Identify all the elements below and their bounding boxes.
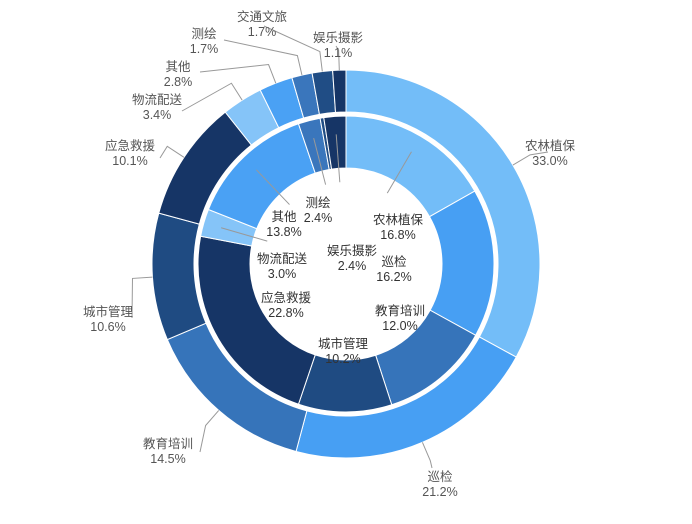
- inner-label-1: 农林植保 16.8%: [373, 212, 424, 242]
- inner-label-7: 其他 13.8%: [266, 210, 301, 239]
- outer-leader-2: [421, 442, 433, 469]
- inner-label-4: 城市管理 10.2%: [318, 336, 369, 366]
- inner-label-3: 教育培训 12.0%: [375, 303, 425, 333]
- leader-lines: [131, 25, 549, 469]
- inner-leader-10: [335, 134, 341, 183]
- inner-leader-8: [313, 137, 327, 185]
- outer-leader-6: [181, 82, 243, 112]
- outer-label-8: 测绘 1.7%: [190, 26, 219, 56]
- outer-label-3: 教育培训 14.5%: [143, 436, 193, 466]
- outer-leader-4: [131, 276, 153, 319]
- inner-leader-6: [221, 227, 268, 242]
- outer-label-6: 物流配送 3.4%: [132, 92, 183, 122]
- outer-slice-4[interactable]: [151, 212, 207, 341]
- inner-label-2: 巡检 16.2%: [376, 254, 411, 284]
- outer-labels: 农林植保 33.0% 巡检 21.2% 教育培训 14.5% 城市管理 10.6% 应急救援 10…: [83, 9, 576, 499]
- inner-leader-7: [256, 169, 290, 205]
- outer-label-4: 城市管理 10.6%: [83, 304, 134, 334]
- outer-leader-1: [512, 151, 549, 166]
- outer-leader-10: [335, 45, 340, 71]
- inner-label-5: 应急救援 22.8%: [261, 290, 312, 320]
- inner-slice-10[interactable]: [323, 115, 347, 170]
- outer-leader-3: [199, 410, 220, 453]
- outer-label-9: 交通文旅 1.7%: [237, 9, 287, 39]
- outer-ring: [151, 69, 541, 459]
- outer-label-5: 应急救援 10.1%: [105, 138, 156, 168]
- inner-label-6: 物流配送 3.0%: [257, 251, 308, 281]
- outer-leader-9: [263, 25, 323, 72]
- outer-label-1: 农林植保 33.0%: [525, 138, 576, 168]
- outer-label-2: 巡检 21.2%: [422, 469, 457, 499]
- inner-slice-2[interactable]: [428, 190, 495, 336]
- outer-leader-7: [199, 63, 277, 84]
- outer-slice-10[interactable]: [332, 69, 347, 113]
- outer-label-10: 娱乐摄影 1.1%: [313, 30, 364, 60]
- outer-leader-8: [223, 39, 303, 76]
- inner-leader-1: [386, 151, 412, 194]
- outer-leader-5: [159, 145, 185, 159]
- outer-label-7: 其他 2.8%: [164, 60, 193, 89]
- inner-labels: 农林植保 16.8% 巡检 16.2% 教育培训 12.0%城市管理 10.2%应急救援 22…: [257, 195, 425, 366]
- inner-label-8: 测绘 2.4%: [304, 195, 333, 225]
- inner-label-10: 娱乐摄影 2.4%: [327, 243, 378, 273]
- inner-ring: [197, 115, 495, 413]
